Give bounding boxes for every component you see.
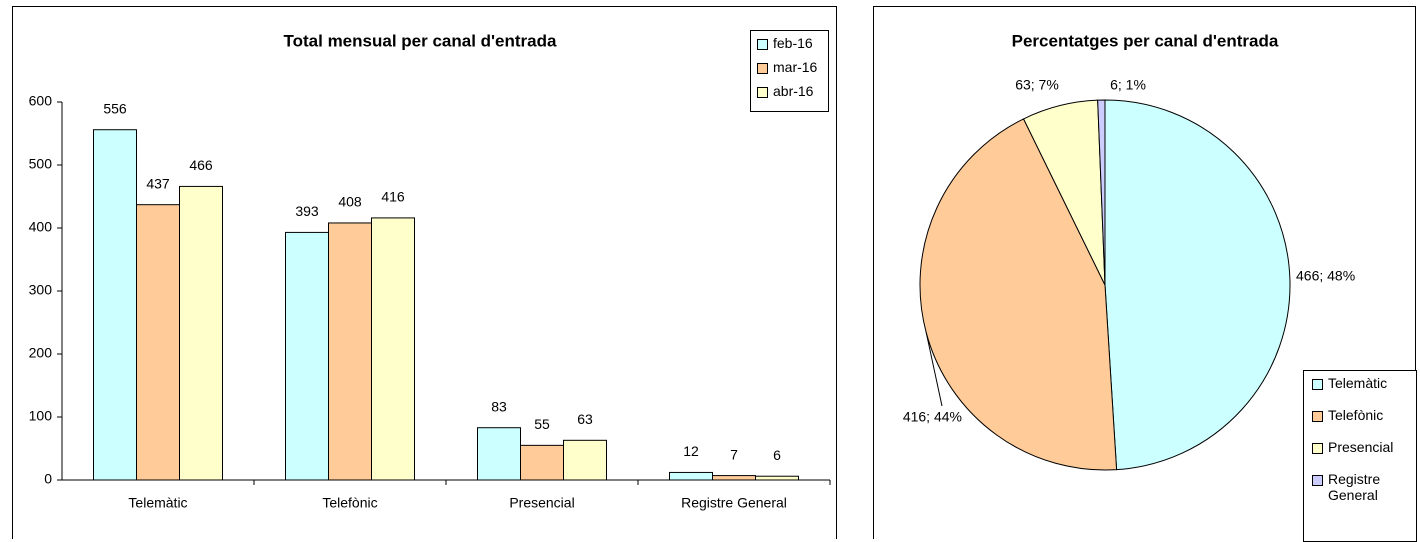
bar [669, 471, 713, 481]
legend-swatch [757, 87, 768, 98]
pie-slice [919, 118, 1118, 471]
data-label: 63; 7% [1015, 77, 1059, 93]
legend-label: Presencial [1328, 439, 1394, 455]
y-tick-label: 100 [29, 408, 53, 424]
bar-title: Total mensual per canal d'entrada [284, 31, 558, 50]
x-tick-label: Presencial [509, 495, 574, 511]
pie-legend: Telemàtic Telefònic Presencial Registre Gen… [1303, 370, 1417, 542]
bar [371, 217, 415, 481]
data-label: 416; 44% [903, 409, 962, 425]
bar [755, 475, 799, 481]
y-tick-label: 300 [29, 282, 53, 298]
y-tick-label: 600 [29, 93, 53, 109]
y-tick-label: 0 [44, 471, 52, 487]
legend-label: Registre General [1328, 471, 1381, 503]
legend-label: Telefònic [1328, 407, 1384, 423]
legend-item: Presencial [1312, 439, 1408, 455]
data-label: 466; 48% [1296, 268, 1355, 284]
legend-label: feb-16 [773, 35, 813, 51]
leader-line [925, 332, 943, 407]
data-label: 466 [189, 157, 213, 173]
legend-item: feb-16 [757, 35, 822, 51]
legend-swatch [757, 63, 768, 74]
legend-item: abr-16 [757, 83, 822, 99]
data-label: 416 [381, 189, 405, 205]
data-label: 437 [146, 175, 170, 191]
legend-item: Telefònic [1312, 407, 1408, 423]
data-label: 408 [338, 194, 362, 210]
legend-label: mar-16 [773, 59, 818, 75]
legend-swatch [1312, 443, 1323, 454]
y-tick-label: 200 [29, 345, 53, 361]
data-label: 55 [534, 416, 550, 432]
y-tick-label: 400 [29, 219, 53, 235]
data-label: 63 [577, 411, 593, 427]
data-label: 556 [103, 100, 127, 116]
bar [328, 222, 372, 481]
x-tick-label: Telemàtic [128, 495, 187, 511]
bar [93, 129, 137, 481]
x-tick-label: Registre General [681, 495, 787, 511]
legend-item: mar-16 [757, 59, 822, 75]
legend-swatch [1312, 475, 1323, 486]
bar [179, 185, 223, 481]
pie-slice [1097, 99, 1106, 286]
bar [520, 444, 564, 481]
data-label: 393 [295, 203, 319, 219]
legend-item: Registre General [1312, 471, 1408, 503]
legend-label: Telemàtic [1328, 375, 1388, 391]
legend-swatch [757, 39, 768, 50]
data-label: 7 [730, 446, 738, 462]
bar [563, 439, 607, 481]
bar-legend: feb-16 mar-16 abr-16 [750, 30, 829, 112]
x-tick-label: Telefònic [322, 495, 377, 511]
bar [285, 231, 329, 481]
data-label: 6; 1% [1110, 77, 1146, 93]
pie-title: Percentatges per canal d'entrada [1012, 31, 1279, 50]
legend-label: abr-16 [773, 83, 814, 99]
legend-swatch [1312, 411, 1323, 422]
bar [136, 204, 180, 481]
data-label: 6 [773, 447, 781, 463]
bar [712, 475, 756, 481]
legend-item: Telemàtic [1312, 375, 1408, 391]
bar [477, 427, 521, 481]
y-tick-label: 500 [29, 156, 53, 172]
legend-swatch [1312, 379, 1323, 390]
data-label: 83 [491, 398, 507, 414]
data-label: 12 [683, 443, 699, 459]
pie-slice [1104, 99, 1291, 471]
